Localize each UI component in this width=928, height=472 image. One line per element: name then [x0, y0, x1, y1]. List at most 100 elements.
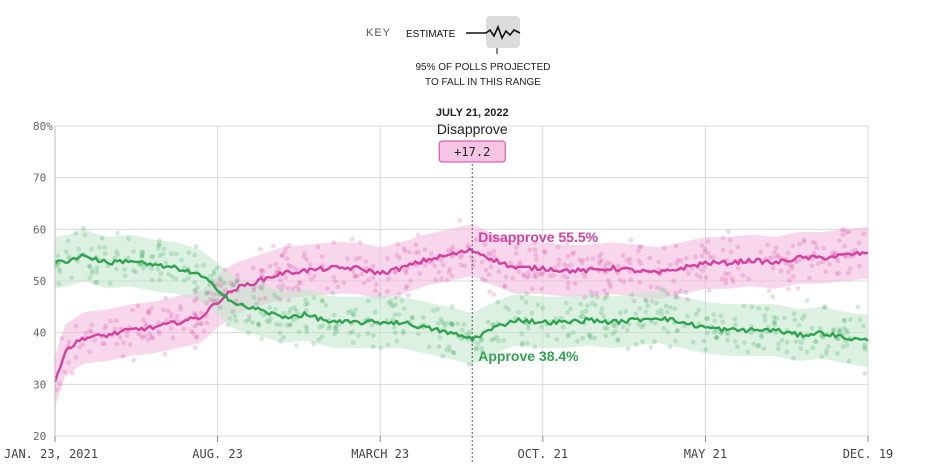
series-end-labels: Disapprove 55.5% Approve 38.4%: [478, 229, 598, 364]
poll-dot-approve: [580, 335, 586, 341]
poll-dot-approve: [725, 332, 731, 337]
poll-dot-approve: [378, 345, 384, 351]
poll-dot-disapprove: [444, 277, 450, 283]
poll-dot-disapprove: [352, 274, 358, 279]
poll-dot-approve: [742, 340, 747, 346]
poll-dot-approve: [749, 304, 755, 310]
poll-dot-approve: [157, 238, 162, 244]
poll-dot-disapprove: [261, 269, 266, 274]
poll-dot-disapprove: [127, 342, 133, 347]
poll-dot-approve: [259, 336, 264, 342]
poll-dot-disapprove: [315, 244, 321, 250]
poll-dot-disapprove: [775, 252, 781, 258]
poll-dot-disapprove: [766, 288, 772, 294]
poll-dot-approve: [401, 306, 407, 311]
poll-dot-approve: [56, 281, 62, 287]
poll-dot-approve: [791, 311, 797, 317]
poll-dot-approve: [659, 307, 664, 313]
poll-dot-disapprove: [66, 340, 72, 345]
poll-dot-disapprove: [218, 278, 224, 284]
poll-dot-approve: [278, 338, 283, 344]
poll-dot-approve: [593, 302, 598, 308]
poll-dot-approve: [255, 321, 261, 327]
poll-dot-disapprove: [491, 292, 497, 297]
poll-dot-approve: [251, 295, 257, 300]
poll-dot-approve: [385, 342, 391, 348]
poll-dot-disapprove: [207, 290, 213, 296]
poll-dot-approve: [136, 262, 142, 268]
poll-dot-approve: [809, 325, 815, 331]
poll-dot-disapprove: [145, 308, 151, 314]
poll-dot-approve: [161, 246, 167, 252]
poll-dot-approve: [305, 301, 311, 306]
poll-dot-disapprove: [674, 294, 680, 300]
poll-dot-approve: [323, 302, 329, 308]
poll-dot-approve: [87, 275, 93, 281]
poll-dot-disapprove: [482, 241, 488, 247]
poll-dot-disapprove: [722, 271, 728, 277]
poll-dot-approve: [327, 323, 333, 329]
poll-dot-disapprove: [706, 288, 712, 293]
poll-dot-approve: [351, 312, 357, 318]
poll-dot-approve: [441, 321, 446, 327]
poll-dot-disapprove: [647, 255, 652, 261]
poll-dot-disapprove: [699, 268, 705, 274]
poll-dot-approve: [53, 263, 59, 268]
poll-dot-disapprove: [141, 317, 146, 323]
poll-dot-approve: [401, 330, 406, 336]
poll-dot-disapprove: [308, 262, 313, 268]
poll-dot-approve: [234, 278, 239, 284]
poll-dot-disapprove: [66, 360, 71, 365]
poll-dot-disapprove: [89, 322, 95, 328]
poll-dot-disapprove: [643, 297, 648, 303]
poll-dot-disapprove: [366, 277, 371, 283]
poll-dot-disapprove: [150, 335, 156, 341]
poll-dot-approve: [613, 324, 619, 329]
poll-dot-disapprove: [835, 258, 841, 264]
poll-dot-disapprove: [846, 229, 852, 235]
poll-dot-disapprove: [62, 369, 68, 375]
poll-dot-disapprove: [286, 262, 292, 268]
poll-dot-disapprove: [597, 258, 603, 264]
poll-dot-approve: [540, 305, 546, 311]
poll-dot-disapprove: [162, 351, 168, 357]
poll-dot-approve: [133, 269, 139, 275]
poll-dot-approve: [718, 313, 724, 319]
poll-dot-approve: [615, 336, 621, 342]
y-tick-label-40: 40: [33, 327, 46, 340]
poll-dot-approve: [173, 276, 179, 282]
poll-dot-approve: [770, 294, 776, 300]
y-tick-label-80: 80%: [33, 120, 53, 133]
poll-dot-disapprove: [585, 256, 590, 262]
poll-dot-approve: [333, 326, 338, 331]
poll-dot-approve: [261, 281, 266, 287]
poll-dot-approve: [485, 319, 491, 325]
poll-dot-disapprove: [70, 370, 75, 376]
poll-dot-disapprove: [288, 263, 293, 269]
poll-dot-approve: [281, 335, 286, 340]
poll-dot-approve: [442, 324, 448, 329]
poll-dot-disapprove: [694, 272, 700, 278]
poll-dot-disapprove: [801, 237, 807, 243]
poll-dot-disapprove: [534, 257, 539, 263]
poll-dot-disapprove: [353, 256, 359, 262]
poll-dot-approve: [634, 342, 639, 347]
poll-dot-approve: [772, 319, 777, 325]
poll-dot-disapprove: [830, 250, 835, 256]
poll-dot-approve: [764, 306, 770, 312]
poll-dot-disapprove: [404, 283, 410, 289]
poll-dot-approve: [449, 321, 454, 326]
poll-dot-disapprove: [758, 249, 764, 255]
poll-dot-approve: [217, 305, 223, 311]
poll-dot-disapprove: [312, 273, 317, 279]
poll-dot-approve: [637, 306, 643, 311]
chart-key: KEY ESTIMATE 95% OF POLLS PROJECTED TO F…: [366, 16, 551, 88]
poll-dot-approve: [545, 333, 550, 339]
poll-dot-approve: [623, 309, 629, 314]
poll-dot-disapprove: [503, 274, 509, 280]
poll-dot-approve: [461, 322, 467, 327]
poll-dot-approve: [114, 266, 119, 272]
poll-dot-disapprove: [112, 326, 118, 332]
poll-dot-approve: [268, 316, 273, 322]
poll-dot-approve: [526, 325, 531, 331]
